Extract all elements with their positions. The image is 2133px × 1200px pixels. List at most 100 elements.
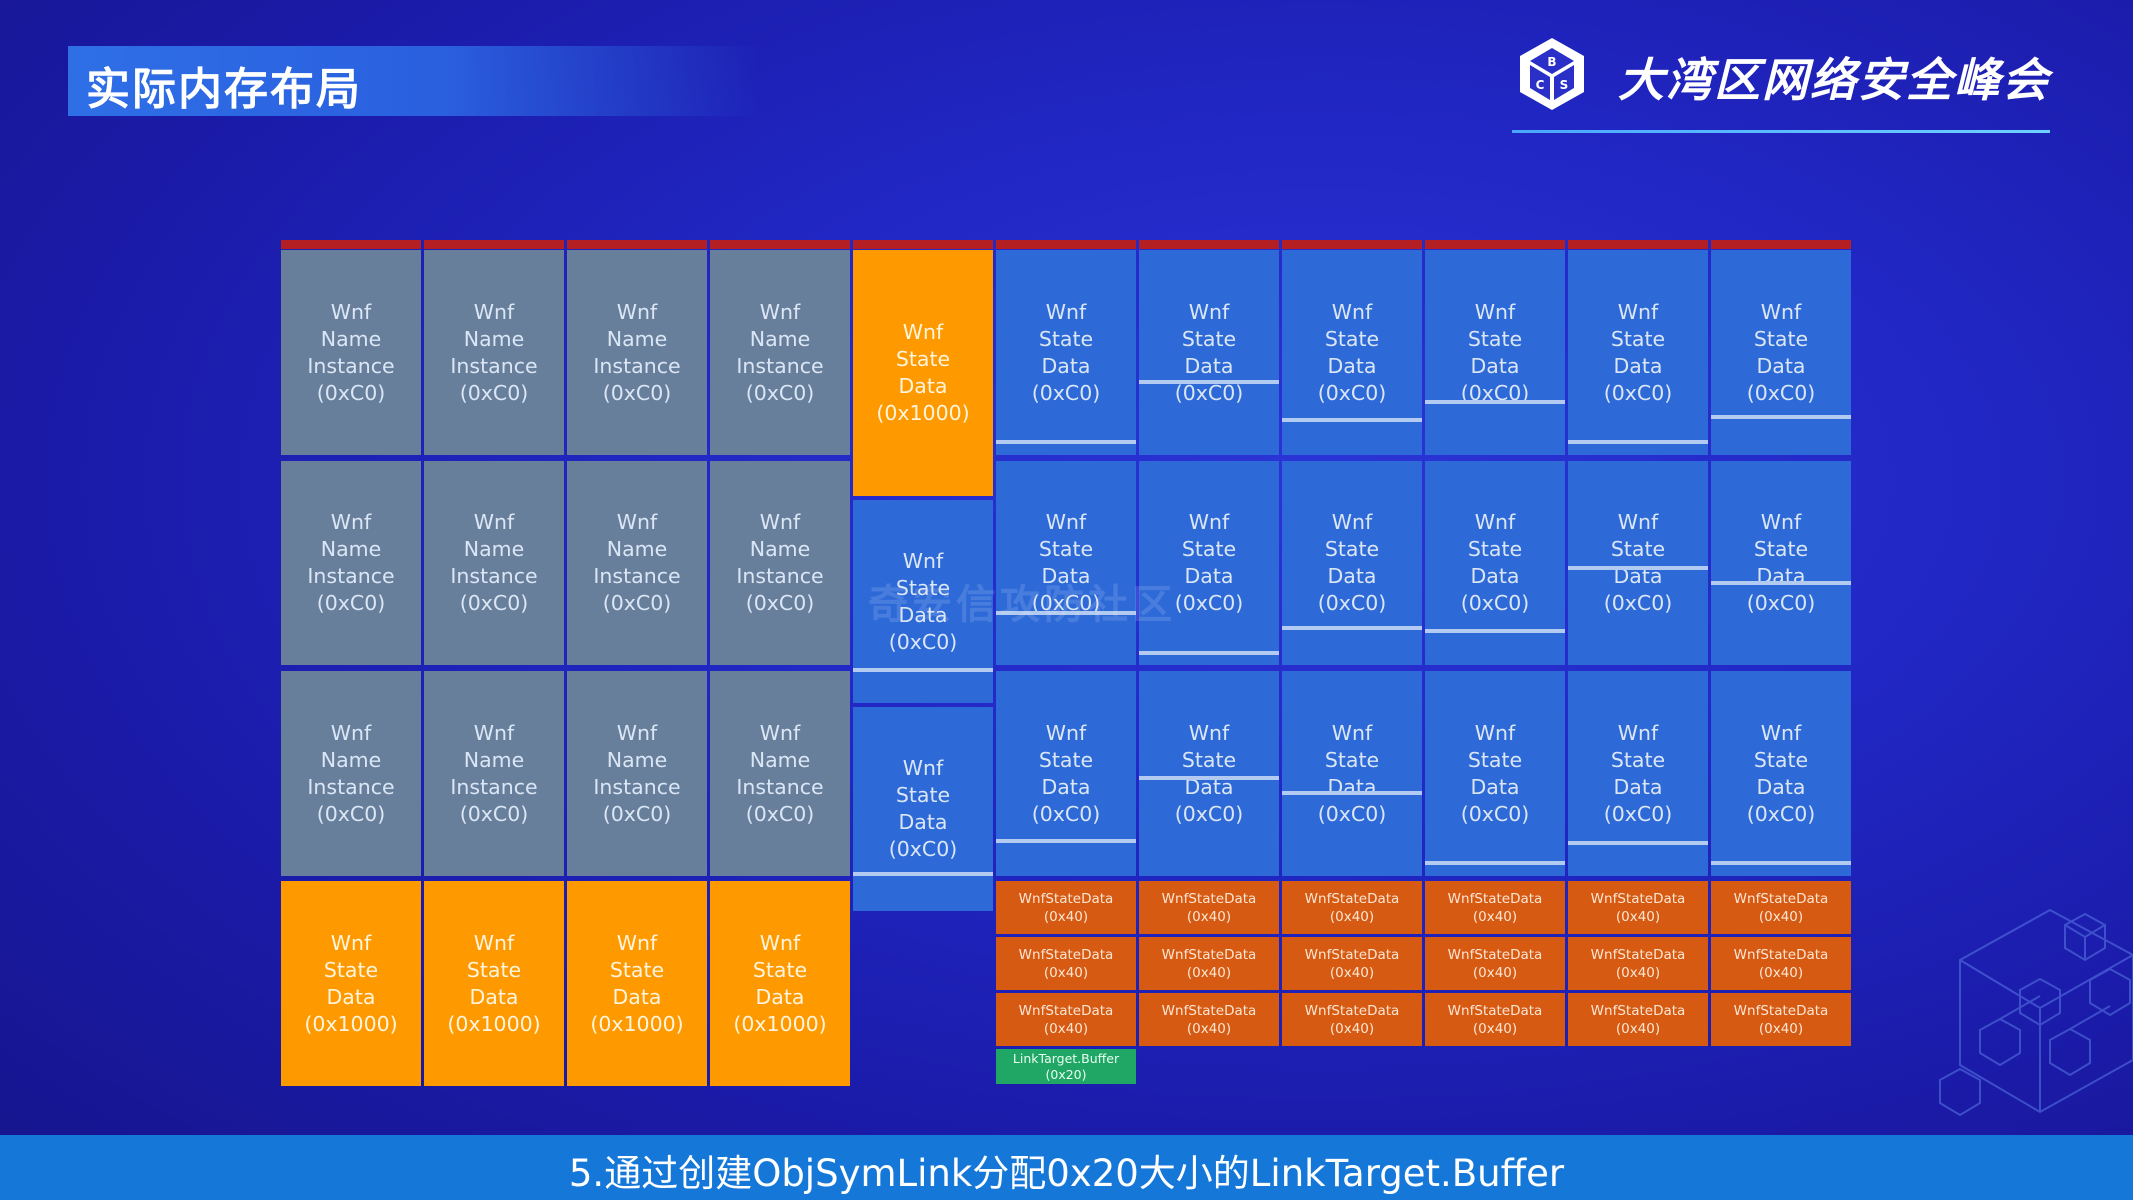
block-divider-line xyxy=(853,668,993,672)
memory-block-state: Wnf State Data (0xC0) xyxy=(996,461,1136,665)
block-divider-line xyxy=(1425,629,1565,633)
memory-block-name: Wnf Name Instance (0xC0) xyxy=(567,250,707,455)
memory-block-small: WnfStateData (0x40) xyxy=(1568,993,1708,1046)
memory-block-name: Wnf Name Instance (0xC0) xyxy=(567,461,707,665)
memory-block-small: WnfStateData (0x40) xyxy=(1139,937,1279,990)
memory-block-name: Wnf Name Instance (0xC0) xyxy=(710,671,850,876)
logo-letter-b: B xyxy=(1547,55,1556,69)
memory-block-name: Wnf Name Instance (0xC0) xyxy=(281,461,421,665)
memory-block-state: Wnf State Data (0xC0) xyxy=(1711,461,1851,665)
memory-block-link: LinkTarget.Buffer (0x20) xyxy=(996,1049,1136,1084)
memory-block-small: WnfStateData (0x40) xyxy=(1711,881,1851,934)
memory-block-state: Wnf State Data (0xC0) xyxy=(1425,250,1565,455)
memory-block-small: WnfStateData (0x40) xyxy=(1568,881,1708,934)
memory-block-name: Wnf Name Instance (0xC0) xyxy=(424,461,564,665)
memory-block-small: WnfStateData (0x40) xyxy=(1425,881,1565,934)
memory-block-state: Wnf State Data (0xC0) xyxy=(1282,671,1422,876)
caption: 5.通过创建ObjSymLink分配0x20大小的LinkTarget.Buff… xyxy=(568,1152,1565,1195)
memory-block-state: Wnf State Data (0xC0) xyxy=(1139,461,1279,665)
block-divider-line xyxy=(996,839,1136,843)
column-top-border xyxy=(1282,240,1422,249)
bcs-cube-logo: B C S xyxy=(1520,38,1584,110)
column-top-border xyxy=(281,240,421,249)
memory-block-state: Wnf State Data (0xC0) xyxy=(1711,671,1851,876)
brand-name: 大湾区网络安全峰会 xyxy=(1618,53,2050,107)
memory-block-state: Wnf State Data (0xC0) xyxy=(1568,250,1708,455)
memory-block-small: WnfStateData (0x40) xyxy=(1282,937,1422,990)
block-divider-line xyxy=(1711,415,1851,419)
caption-bar xyxy=(0,1135,2133,1200)
memory-block-small: WnfStateData (0x40) xyxy=(996,881,1136,934)
memory-block-big: Wnf State Data (0x1000) xyxy=(567,881,707,1086)
memory-block-state: Wnf State Data (0xC0) xyxy=(1568,461,1708,665)
memory-block-small: WnfStateData (0x40) xyxy=(1425,993,1565,1046)
memory-block-state: Wnf State Data (0xC0) xyxy=(1282,461,1422,665)
block-divider-line xyxy=(1139,776,1279,780)
block-divider-line xyxy=(1568,566,1708,570)
memory-block-name: Wnf Name Instance (0xC0) xyxy=(281,250,421,455)
block-divider-line xyxy=(1139,380,1279,384)
memory-block-state: Wnf State Data (0xC0) xyxy=(1711,250,1851,455)
memory-block-state: Wnf State Data (0xC0) xyxy=(1425,671,1565,876)
column-top-border xyxy=(424,240,564,249)
column-top-border xyxy=(567,240,707,249)
block-divider-line xyxy=(1282,626,1422,630)
column-top-border xyxy=(1711,240,1851,249)
page-title: 实际内存布局 xyxy=(86,64,362,115)
memory-block-free xyxy=(853,915,993,1086)
memory-block-small: WnfStateData (0x40) xyxy=(1139,993,1279,1046)
memory-block-state: Wnf State Data (0xC0) xyxy=(1139,671,1279,876)
block-divider-line xyxy=(996,440,1136,444)
block-divider-line xyxy=(1711,861,1851,865)
memory-block-state: Wnf State Data (0xC0) xyxy=(1425,461,1565,665)
memory-block-small: WnfStateData (0x40) xyxy=(1282,993,1422,1046)
watermark: 奇安信攻防社区 xyxy=(868,582,1176,628)
memory-block-big: Wnf State Data (0x1000) xyxy=(281,881,421,1086)
memory-block-state: Wnf State Data (0xC0) xyxy=(1568,671,1708,876)
memory-block-small: WnfStateData (0x40) xyxy=(1139,881,1279,934)
memory-block-small: WnfStateData (0x40) xyxy=(1568,937,1708,990)
column-top-border xyxy=(1425,240,1565,249)
memory-block-name: Wnf Name Instance (0xC0) xyxy=(424,671,564,876)
memory-block-state: Wnf State Data (0xC0) xyxy=(1139,250,1279,455)
memory-block-state: Wnf State Data (0xC0) xyxy=(996,671,1136,876)
memory-block-name: Wnf Name Instance (0xC0) xyxy=(710,461,850,665)
column-top-border xyxy=(853,240,993,249)
memory-block-name: Wnf Name Instance (0xC0) xyxy=(567,671,707,876)
memory-block-state: Wnf State Data (0xC0) xyxy=(996,250,1136,455)
header-divider xyxy=(1512,130,2050,133)
logo-letter-c: C xyxy=(1536,78,1545,92)
logo-letter-s: S xyxy=(1560,78,1569,92)
block-divider-line xyxy=(1425,861,1565,865)
column-top-border xyxy=(1139,240,1279,249)
memory-layout-diagram: Wnf Name Instance (0xC0) Wnf Name Instanc… xyxy=(281,240,1851,1086)
memory-block-small: WnfStateData (0x40) xyxy=(1711,993,1851,1046)
block-divider-line xyxy=(1568,440,1708,444)
block-divider-line xyxy=(996,611,1136,615)
memory-block-small: WnfStateData (0x40) xyxy=(996,937,1136,990)
memory-block-small: WnfStateData (0x40) xyxy=(996,993,1136,1046)
memory-block-name: Wnf Name Instance (0xC0) xyxy=(710,250,850,455)
block-divider-line xyxy=(1568,841,1708,845)
column-top-border xyxy=(996,240,1136,249)
title-bar xyxy=(68,46,758,116)
block-divider-line xyxy=(1139,651,1279,655)
memory-block-state: Wnf State Data (0xC0) xyxy=(1282,250,1422,455)
block-divider-line xyxy=(1282,791,1422,795)
memory-block-big: Wnf State Data (0x1000) xyxy=(853,250,993,496)
memory-block-name: Wnf Name Instance (0xC0) xyxy=(424,250,564,455)
memory-block-small: WnfStateData (0x40) xyxy=(1425,937,1565,990)
column-top-border xyxy=(710,240,850,249)
decorative-cubes-icon xyxy=(1939,908,2133,1117)
block-divider-line xyxy=(1282,418,1422,422)
memory-block-big: Wnf State Data (0x1000) xyxy=(710,881,850,1086)
column-top-border xyxy=(1568,240,1708,249)
memory-block-state: Wnf State Data (0xC0) xyxy=(853,707,993,911)
block-divider-line xyxy=(853,872,993,876)
memory-block-name: Wnf Name Instance (0xC0) xyxy=(281,671,421,876)
block-divider-line xyxy=(1711,581,1851,585)
memory-block-big: Wnf State Data (0x1000) xyxy=(424,881,564,1086)
block-divider-line xyxy=(1425,400,1565,404)
memory-block-small: WnfStateData (0x40) xyxy=(1711,937,1851,990)
memory-block-small: WnfStateData (0x40) xyxy=(1282,881,1422,934)
